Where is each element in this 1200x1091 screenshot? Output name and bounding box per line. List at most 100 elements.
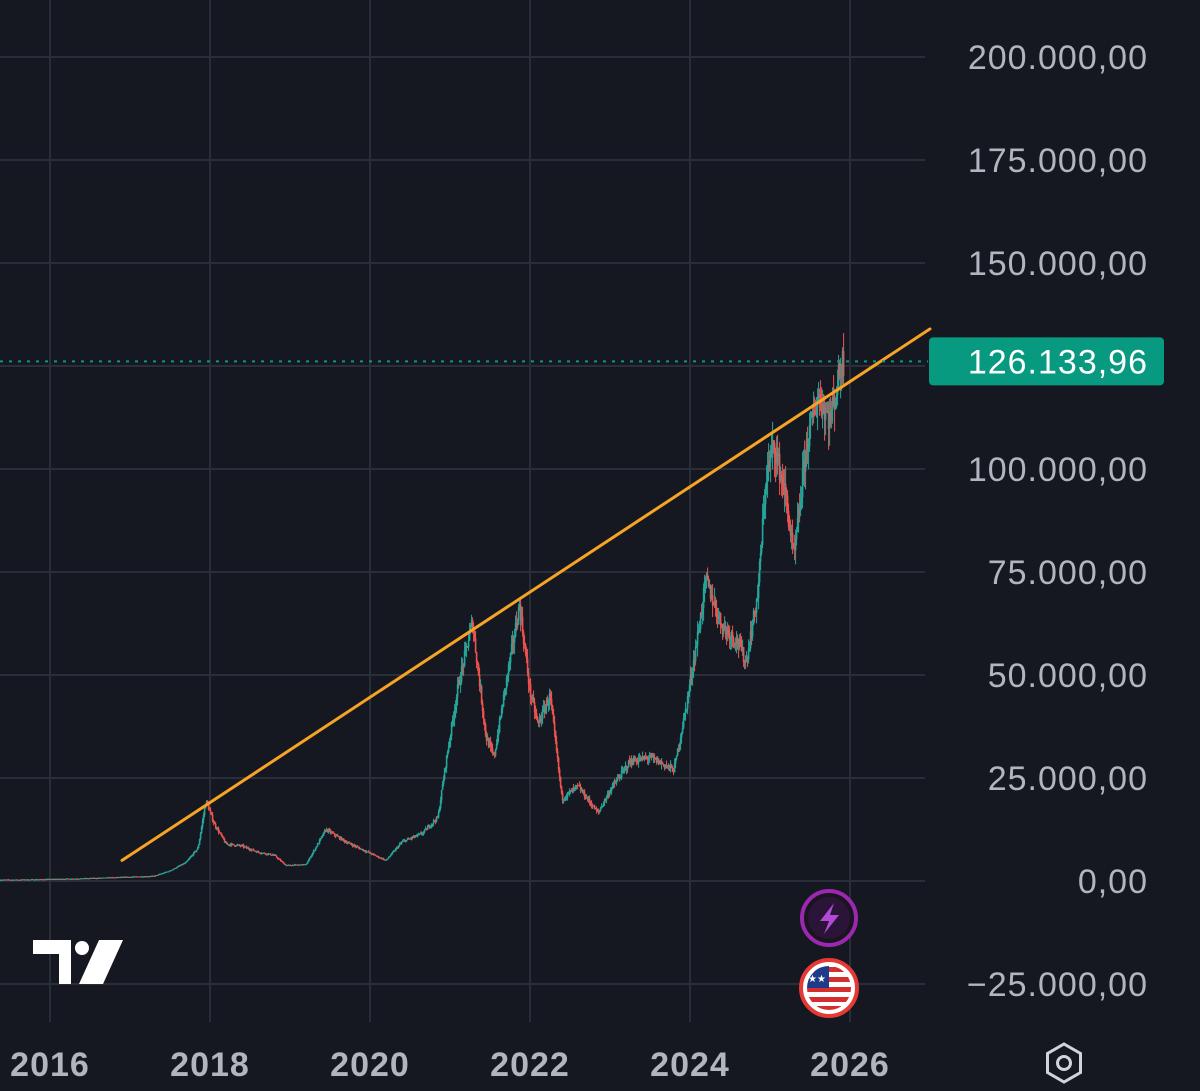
candle-body (468, 631, 471, 641)
candlestick-series (0, 333, 845, 881)
candle-body (834, 398, 837, 409)
candle-body (552, 714, 555, 723)
candle-body (675, 755, 678, 759)
candle-body (264, 853, 267, 855)
candle-body (154, 875, 157, 877)
candle-body (114, 877, 117, 879)
candle-body (510, 644, 513, 653)
candle-body (402, 840, 405, 842)
candle-body (437, 811, 440, 818)
candle-body (396, 847, 399, 849)
candle-body (541, 709, 544, 720)
candle-body (629, 759, 632, 763)
hexagon-settings-icon[interactable] (1046, 1042, 1082, 1084)
candle-body (568, 791, 571, 793)
candle-body (700, 613, 703, 615)
candle-body (838, 363, 841, 377)
us-flag-icon[interactable]: ★★ (799, 958, 859, 1018)
candle-body (491, 748, 494, 753)
candle-body (677, 748, 680, 750)
candle-body (608, 791, 611, 796)
candle-body (502, 694, 505, 707)
candle-body (479, 686, 482, 688)
trendline[interactable] (120, 327, 932, 862)
candle-body (378, 857, 381, 859)
candle-body (371, 853, 374, 855)
candle-body (324, 830, 327, 832)
candle-body (46, 879, 49, 881)
candle-body (705, 574, 708, 579)
candle-body (294, 864, 297, 866)
candle-body (737, 643, 740, 648)
candle-body (775, 452, 778, 464)
candle-body (609, 791, 612, 793)
candle-body (602, 803, 605, 806)
candle-body (361, 848, 364, 851)
candle-body (367, 851, 370, 853)
lightning-icon[interactable] (800, 889, 858, 947)
candle-body (305, 863, 308, 865)
candle-body (163, 872, 166, 874)
candle-body (328, 829, 331, 831)
candle-body (191, 855, 194, 857)
candle-body (492, 752, 495, 754)
candle-body (284, 864, 287, 866)
tradingview-logo-icon[interactable] (33, 940, 123, 984)
candle-body (807, 446, 810, 451)
candle-body (683, 712, 686, 718)
candle-body (8, 879, 11, 881)
candle-body (246, 847, 249, 849)
candle-body (337, 836, 340, 838)
candle-body (260, 853, 263, 855)
candle-body (307, 859, 310, 862)
candle-body (179, 865, 182, 867)
candle-body (348, 842, 351, 844)
candle-body (782, 485, 785, 495)
candle-body (754, 612, 757, 614)
candle-body (27, 879, 30, 881)
candle-body (785, 493, 788, 496)
candle-body (642, 756, 645, 759)
candle-body (779, 474, 782, 481)
candle-body (624, 766, 627, 768)
candle-body (303, 864, 306, 866)
candle-body (643, 757, 646, 759)
candle-body (810, 411, 813, 418)
candle-body (89, 878, 92, 880)
candle-body (476, 662, 479, 665)
candle-body (218, 832, 221, 834)
candle-body (538, 719, 541, 722)
candle-body (598, 810, 601, 812)
candle-body (756, 598, 759, 600)
candle-body (420, 833, 423, 835)
candle-body (770, 448, 773, 455)
candle-body (490, 745, 493, 749)
candle-body (760, 544, 763, 553)
candle-body (516, 624, 519, 627)
candle-body (224, 842, 227, 844)
candle-body (127, 876, 130, 878)
candle-body (586, 797, 589, 800)
candle-body (268, 853, 271, 855)
candle-body (790, 533, 793, 536)
candle-body (600, 806, 603, 809)
candle-body (687, 692, 690, 697)
candle-body (784, 483, 787, 494)
candle-body (820, 408, 823, 416)
candle-body (34, 879, 37, 881)
candle-body (750, 631, 753, 637)
candle-body (128, 876, 131, 878)
candle-body (153, 875, 156, 877)
candle-body (233, 844, 236, 846)
candle-body (301, 864, 304, 866)
candle-body (170, 870, 173, 872)
candle-body (51, 878, 54, 880)
candle-body (362, 850, 365, 852)
candle-body (776, 452, 779, 456)
candle-body (638, 757, 641, 760)
candle-body (599, 808, 602, 811)
candle-body (219, 832, 222, 834)
candle-body (676, 748, 679, 756)
candle-body (666, 765, 669, 767)
